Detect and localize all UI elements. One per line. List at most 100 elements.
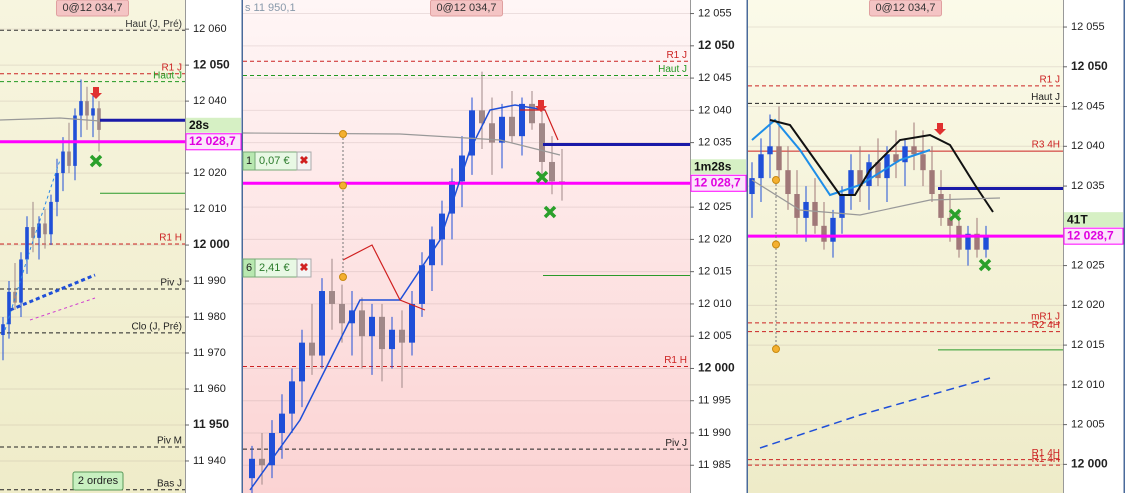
y-tick-label: 12 035: [1071, 180, 1105, 192]
indicator-line: [759, 377, 991, 449]
candle-body: [965, 233, 971, 250]
timer-badge: [186, 117, 241, 133]
level-label: Haut (J, Pré): [125, 19, 182, 30]
candle-body: [848, 170, 854, 195]
level-label: R1 H: [159, 233, 182, 244]
y-tick-label: 11 985: [698, 459, 731, 471]
candle-body: [329, 291, 335, 304]
candle-body: [49, 201, 53, 235]
axis-background: [185, 0, 243, 493]
candle-body: [449, 181, 455, 214]
candle-body: [529, 103, 535, 124]
order-close-button[interactable]: [296, 258, 312, 278]
y-tick-label: 12 025: [698, 201, 732, 213]
y-tick-label: 12 005: [1071, 419, 1105, 431]
y-tick-label: 12 010: [698, 298, 732, 310]
last-price-badge: [690, 174, 747, 192]
y-tick-label: 11 950: [193, 417, 229, 431]
candle-body: [97, 108, 101, 130]
candle-body: [25, 227, 29, 260]
order-pnl: 2,41 €: [259, 262, 290, 274]
candle-body: [79, 101, 83, 116]
order-badge-label: 0@12 034,7: [436, 2, 496, 14]
trade-dot: [772, 240, 780, 249]
indicator-line: [520, 109, 559, 141]
candle-body: [289, 381, 295, 414]
last-price-label: 12 028,7: [1067, 228, 1114, 242]
level-label: Piv J: [665, 438, 687, 449]
orders-button[interactable]: [72, 471, 124, 491]
candle-body: [929, 170, 935, 195]
target-cross: [535, 170, 549, 184]
candle-body: [839, 194, 845, 218]
y-tick-label: 12 045: [698, 72, 732, 84]
candle-body: [459, 155, 465, 182]
y-tick-label: 12 015: [698, 266, 732, 278]
indicator-overlays: [0, 87, 1001, 491]
close-icon[interactable]: ✖: [299, 262, 308, 274]
candle-body: [794, 194, 800, 218]
candle-body: [911, 146, 917, 155]
chart-panel: R1 J Haut J R1 H Piv J 12 055 12 050 12 045 12 …: [242, 0, 749, 493]
y-tick-label: 11 940: [193, 455, 226, 467]
level-label: R2 4H: [1032, 320, 1060, 331]
target-cross: [948, 208, 962, 222]
y-tick-label: 12 040: [698, 104, 732, 116]
candle-body: [866, 162, 872, 187]
timer-badge: [1064, 212, 1123, 228]
indicator-line: [0, 117, 101, 122]
candle-body: [269, 432, 275, 466]
candle-body: [749, 178, 755, 195]
trade-dot: [339, 130, 347, 138]
indicator-line: [242, 132, 561, 156]
candle-body: [279, 413, 285, 433]
candle-body: [902, 146, 908, 163]
target-cross: [89, 154, 103, 168]
level-label: Clo (J, Pré): [131, 322, 182, 333]
candle-body: [767, 146, 773, 155]
y-tick-label: 12 040: [193, 95, 227, 107]
candle-body: [938, 194, 944, 218]
indicator-line: [9, 273, 96, 312]
candle-body: [439, 213, 445, 240]
y-tick-label: 12 000: [1071, 457, 1108, 471]
y-tick-label: 12 050: [698, 38, 735, 52]
order-badge: [430, 0, 503, 17]
target-cross: [543, 205, 557, 219]
axis-background: [690, 0, 748, 493]
candle-body: [85, 101, 89, 116]
timer-label: 41T: [1067, 212, 1088, 226]
timer-label: 28s: [189, 118, 209, 132]
y-tick-label: 12 045: [1071, 100, 1105, 112]
candle-body: [509, 116, 515, 137]
trade-dot: [339, 181, 347, 190]
timer-badge: [691, 159, 746, 175]
order-badge: [869, 0, 942, 17]
trade-dot: [772, 176, 780, 184]
candle-body: [299, 342, 305, 382]
candle-body: [830, 217, 836, 242]
candle-body: [339, 303, 345, 324]
candle-body: [785, 170, 791, 195]
candle-body: [19, 259, 23, 303]
y-tick-label: 11 980: [193, 311, 226, 323]
level-label: R1 J: [161, 62, 182, 73]
candle-body: [956, 225, 962, 250]
candle-body: [309, 342, 315, 356]
level-label: R1 H: [664, 355, 687, 366]
panel-background: [748, 0, 1063, 493]
orders-button-label[interactable]: 2 ordres: [78, 475, 119, 487]
y-tick-label: 11 995: [698, 395, 731, 407]
order-close-button[interactable]: [296, 151, 312, 171]
candle-body: [61, 151, 65, 174]
panel-header: s 11 950,1: [245, 2, 296, 14]
y-tick-label: 12 010: [1071, 379, 1105, 391]
axis-background: [1063, 0, 1125, 493]
close-icon[interactable]: ✖: [299, 155, 308, 167]
candle-body: [549, 161, 555, 182]
